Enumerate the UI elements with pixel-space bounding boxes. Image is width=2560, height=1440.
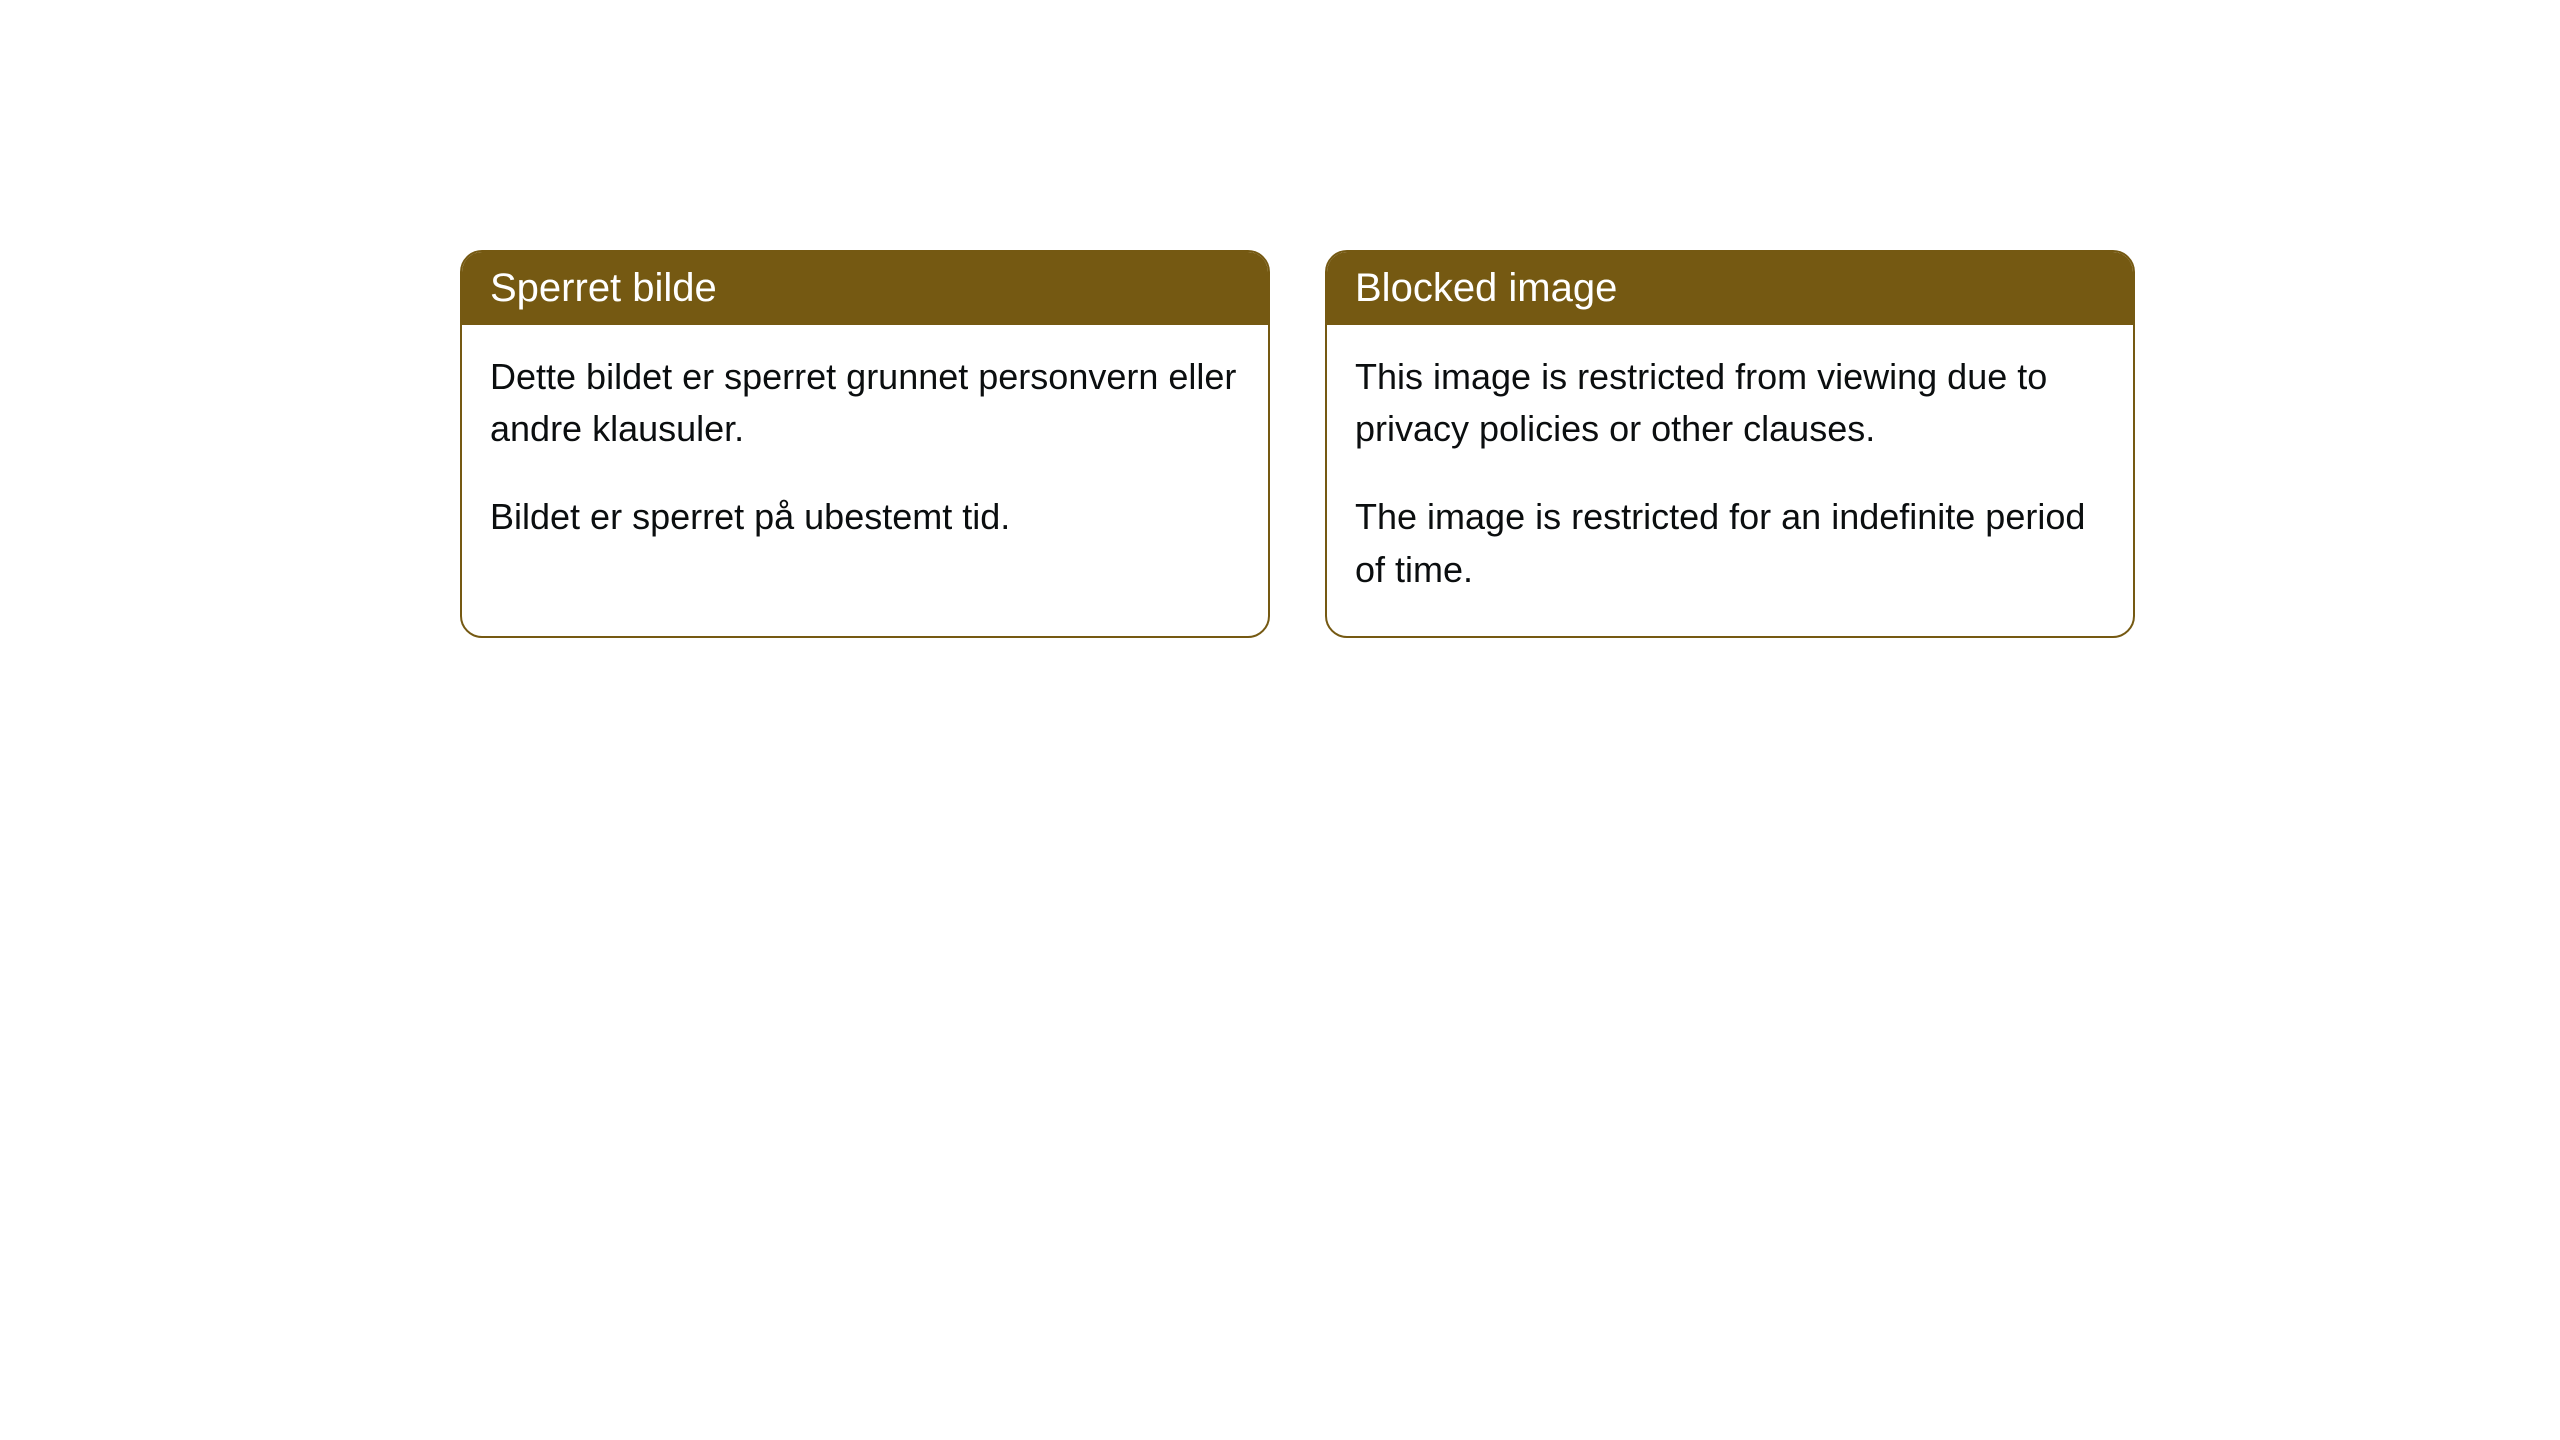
card-title: Blocked image: [1355, 266, 1617, 310]
card-paragraph: The image is restricted for an indefinit…: [1355, 491, 2105, 595]
card-paragraph: Bildet er sperret på ubestemt tid.: [490, 491, 1240, 543]
card-header-english: Blocked image: [1327, 252, 2133, 325]
card-paragraph: Dette bildet er sperret grunnet personve…: [490, 351, 1240, 455]
notice-card-english: Blocked image This image is restricted f…: [1325, 250, 2135, 638]
card-body-english: This image is restricted from viewing du…: [1327, 325, 2133, 636]
notice-card-norwegian: Sperret bilde Dette bildet er sperret gr…: [460, 250, 1270, 638]
card-paragraph: This image is restricted from viewing du…: [1355, 351, 2105, 455]
card-title: Sperret bilde: [490, 266, 717, 310]
card-header-norwegian: Sperret bilde: [462, 252, 1268, 325]
notice-cards-container: Sperret bilde Dette bildet er sperret gr…: [0, 0, 2560, 638]
card-body-norwegian: Dette bildet er sperret grunnet personve…: [462, 325, 1268, 584]
